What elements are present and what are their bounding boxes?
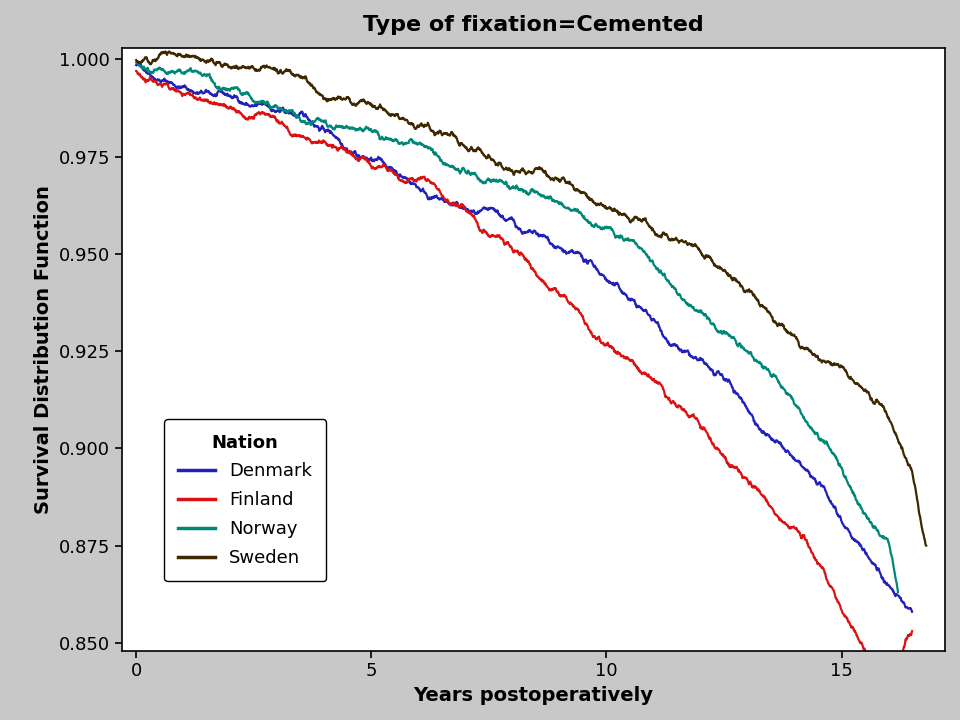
Legend: Denmark, Finland, Norway, Sweden: Denmark, Finland, Norway, Sweden [164,419,326,581]
X-axis label: Years postoperatively: Years postoperatively [414,686,654,705]
Title: Type of fixation=Cemented: Type of fixation=Cemented [363,15,704,35]
Y-axis label: Survival Distribution Function: Survival Distribution Function [35,185,53,513]
